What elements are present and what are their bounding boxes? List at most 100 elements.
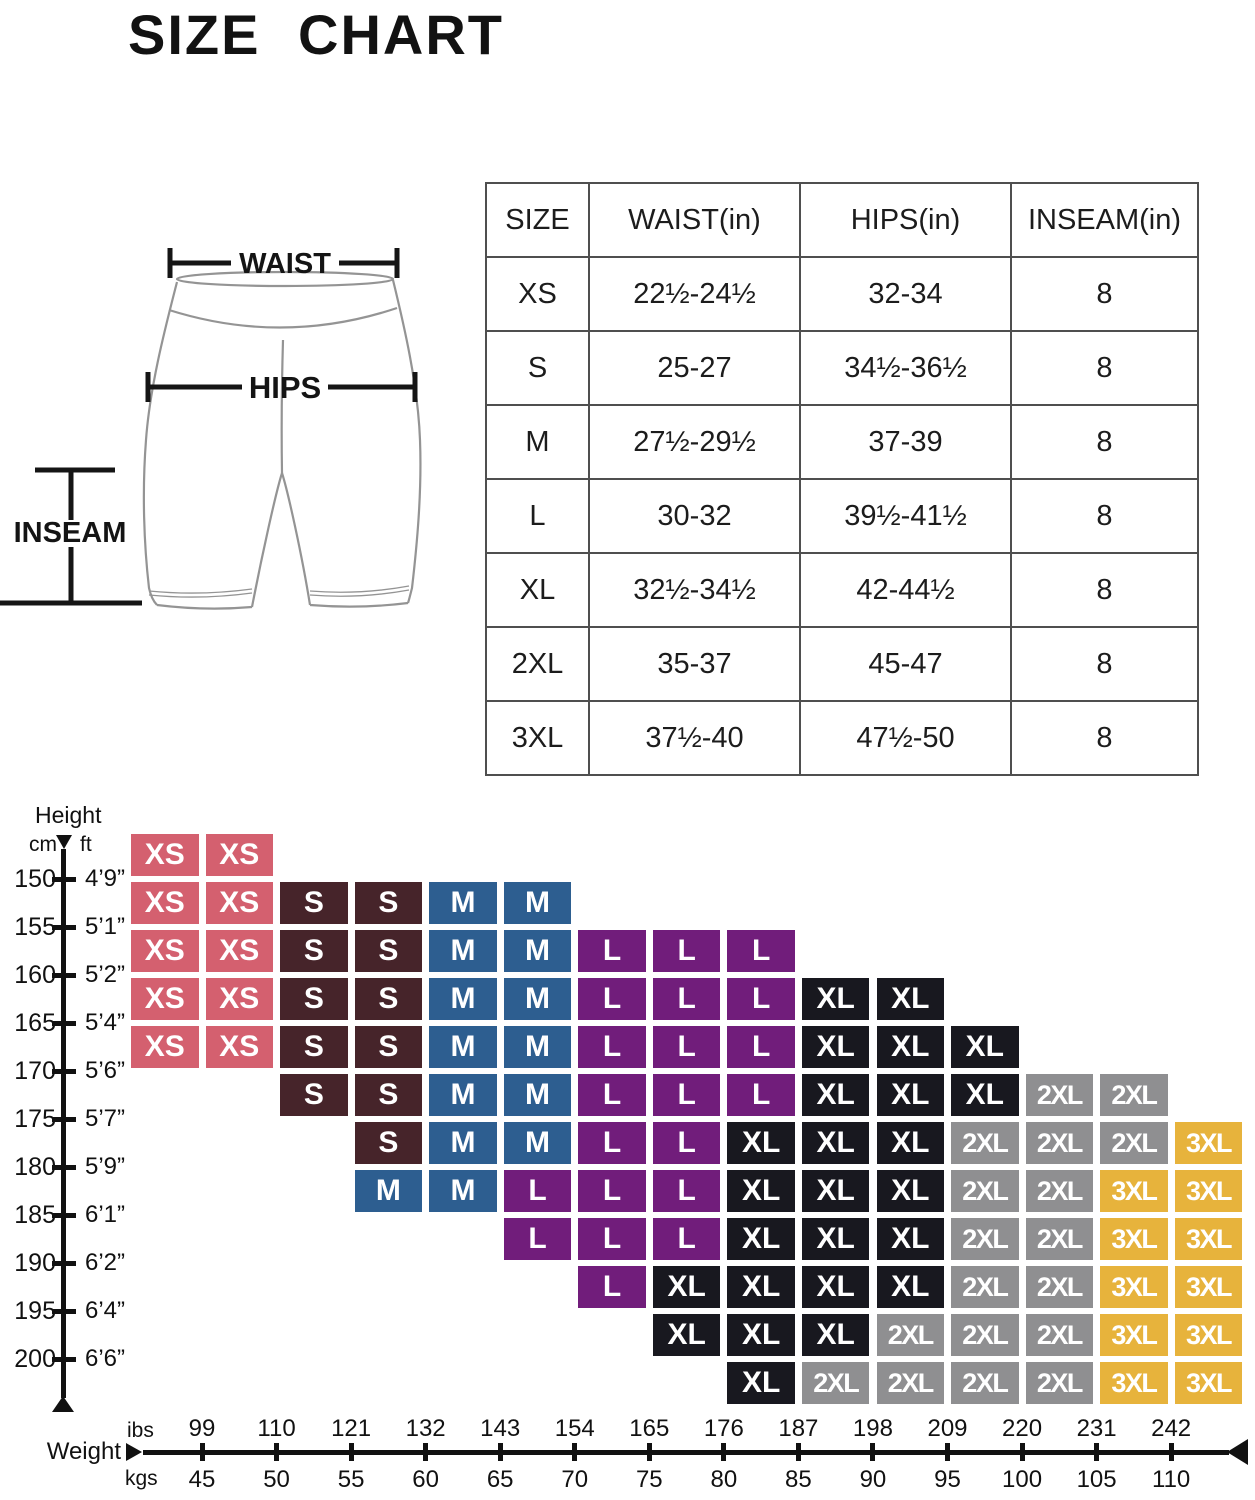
size-table-cell: 2XL <box>485 626 590 702</box>
grid-size-cell: M <box>429 1122 497 1164</box>
waist-measure-endcaps <box>167 248 400 278</box>
hips-measure-endcaps <box>145 372 418 402</box>
weight-axis-title: Weight <box>46 1438 121 1465</box>
weight-axis-tick <box>795 1443 801 1461</box>
weight-axis-tick <box>274 1443 280 1461</box>
grid-size-cell: M <box>429 1074 497 1116</box>
size-table-cell: 35-37 <box>588 626 801 702</box>
weight-axis-line <box>143 1450 1229 1455</box>
grid-size-cell: M <box>429 1170 497 1212</box>
grid-size-cell: 2XL <box>1100 1122 1168 1164</box>
height-axis-tick <box>52 1308 76 1314</box>
grid-size-cell: XL <box>727 1314 795 1356</box>
size-table-row: XL 32½-34½ 42-44½ 8 <box>485 552 1199 628</box>
size-table-cell: 34½-36½ <box>799 330 1012 406</box>
grid-size-cell: S <box>354 930 423 972</box>
grid-size-cell: L <box>727 978 795 1020</box>
grid-size-cell: 2XL <box>951 1362 1019 1404</box>
grid-size-cell: L <box>652 930 721 972</box>
grid-size-cell: XL <box>801 1266 870 1308</box>
grid-size-cell: XL <box>801 1026 870 1068</box>
grid-size-cell: 2XL <box>951 1122 1019 1164</box>
grid-size-cell: L <box>578 930 646 972</box>
height-axis-top-arrow-icon <box>56 835 72 849</box>
height-axis-tick <box>52 876 76 882</box>
grid-size-cell: XL <box>876 1218 945 1260</box>
weight-axis-unit-lbs: ibs <box>127 1419 154 1442</box>
grid-size-cell: S <box>354 978 423 1020</box>
grid-size-cell: XL <box>727 1266 795 1308</box>
grid-size-cell: M <box>503 882 572 924</box>
grid-size-cell: XL <box>801 1074 870 1116</box>
weight-tick-label-lbs: 154 <box>554 1415 595 1442</box>
height-axis-title: Height <box>35 802 102 828</box>
shorts-outline <box>142 270 422 610</box>
grid-size-cell: 2XL <box>1025 1314 1094 1356</box>
height-tick-label-cm: 195 <box>14 1297 56 1325</box>
height-tick-label-cm: 150 <box>14 865 56 893</box>
grid-size-cell: XL <box>801 1218 870 1260</box>
grid-size-cell: S <box>354 1122 423 1164</box>
size-table-cell: 37½-40 <box>588 700 801 776</box>
grid-size-cell: L <box>652 1218 721 1260</box>
grid-size-cell: 3XL <box>1100 1362 1168 1404</box>
weight-tick-label-kgs: 55 <box>337 1466 365 1493</box>
size-table-cell: 42-44½ <box>799 552 1012 628</box>
grid-size-cell: L <box>578 978 646 1020</box>
grid-size-cell: L <box>727 1074 795 1116</box>
weight-axis-tick <box>1168 1443 1174 1461</box>
weight-tick-label-kgs: 95 <box>934 1466 961 1493</box>
grid-size-cell: 3XL <box>1100 1266 1168 1308</box>
height-tick-label-ft: 6’4” <box>85 1297 126 1324</box>
weight-tick-label-kgs: 105 <box>1076 1466 1117 1493</box>
grid-size-cell: XL <box>727 1362 795 1404</box>
grid-size-cell: 3XL <box>1174 1170 1243 1212</box>
size-table-row: S 25-27 34½-36½ 8 <box>485 330 1199 406</box>
height-axis-tick <box>52 1020 76 1026</box>
grid-size-cell: XL <box>951 1074 1019 1116</box>
weight-tick-label-lbs: 110 <box>257 1415 296 1442</box>
grid-size-cell: XL <box>876 978 945 1020</box>
grid-size-cell: 2XL <box>1025 1266 1094 1308</box>
weight-axis-unit-kgs: kgs <box>125 1467 158 1490</box>
weight-axis-tick <box>1019 1443 1025 1461</box>
height-tick-label-cm: 160 <box>14 961 56 989</box>
weight-tick-label-lbs: 209 <box>927 1415 968 1442</box>
grid-size-cell: L <box>578 1170 646 1212</box>
weight-axis-tick <box>497 1443 503 1461</box>
weight-tick-label-lbs: 231 <box>1076 1415 1117 1442</box>
height-axis-tick <box>52 924 76 930</box>
size-table-cell: 32-34 <box>799 256 1012 332</box>
height-tick-label-ft: 4’9” <box>85 865 126 892</box>
grid-size-cell: S <box>354 882 423 924</box>
height-tick-label-ft: 5’9” <box>85 1153 126 1180</box>
height-axis-unit-ft: ft <box>80 833 92 856</box>
grid-size-cell: L <box>652 1170 721 1212</box>
grid-size-cell: L <box>652 1074 721 1116</box>
grid-size-cell: 2XL <box>951 1218 1019 1260</box>
grid-size-cell: S <box>354 1026 423 1068</box>
height-tick-label-cm: 170 <box>14 1057 56 1085</box>
size-table-cell: 8 <box>1010 256 1199 332</box>
size-table-row: 3XL 37½-40 47½-50 8 <box>485 700 1199 776</box>
size-table-cell: M <box>485 404 590 480</box>
grid-size-cell: 2XL <box>876 1362 945 1404</box>
size-table-column-header: HIPS(in) <box>799 182 1012 258</box>
grid-size-cell: L <box>578 1026 646 1068</box>
size-table-cell: 3XL <box>485 700 590 776</box>
height-tick-label-ft: 5’2” <box>85 961 126 988</box>
grid-size-cell: XS <box>131 930 199 972</box>
grid-size-cell: M <box>429 978 497 1020</box>
shorts-measurement-diagram: WAIST HIPS INSEAM <box>0 248 422 610</box>
grid-size-cell: L <box>503 1170 572 1212</box>
size-table-cell: 30-32 <box>588 478 801 554</box>
weight-tick-label-kgs: 75 <box>635 1466 663 1493</box>
grid-size-cell: XL <box>876 1266 945 1308</box>
grid-size-cell: L <box>578 1122 646 1164</box>
grid-size-cell: 3XL <box>1174 1362 1243 1404</box>
weight-tick-label-kgs: 100 <box>1002 1466 1043 1493</box>
page-title: SIZE CHART <box>128 3 504 66</box>
grid-size-cell: 2XL <box>1025 1122 1094 1164</box>
height-tick-label-cm: 155 <box>14 913 56 941</box>
